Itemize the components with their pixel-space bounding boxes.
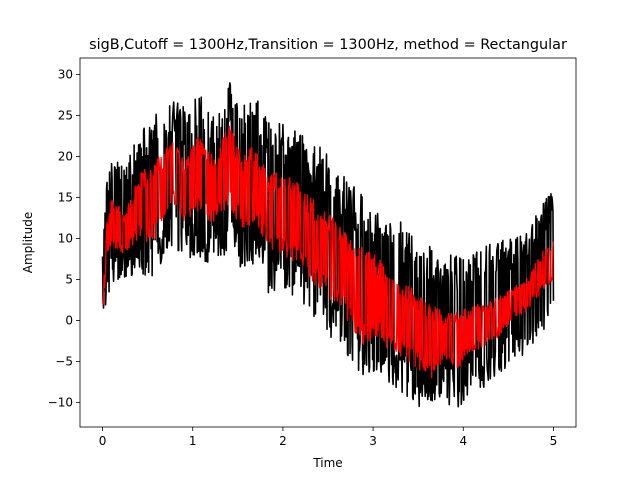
y-tick-label: 30 — [58, 67, 73, 81]
y-tick-label: 5 — [65, 272, 73, 286]
series-0-band — [101, 82, 555, 408]
axes-frame — [79, 57, 577, 428]
y-tick-label: 10 — [58, 231, 73, 245]
x-axis-label: Time — [312, 456, 342, 470]
series-0-line — [101, 82, 555, 408]
y-tick-label: 0 — [65, 313, 73, 327]
y-tick-label: 25 — [58, 108, 73, 122]
x-tick-label: 1 — [189, 434, 197, 448]
plot-area — [79, 57, 577, 428]
series-1-line — [101, 125, 555, 379]
y-tick-label: 15 — [58, 190, 73, 204]
x-tick-label: 5 — [550, 434, 558, 448]
x-tick-label: 4 — [459, 434, 467, 448]
x-tick-label: 0 — [99, 434, 107, 448]
series-layer — [101, 82, 555, 408]
chart-title: sigB,Cutoff = 1300Hz,Transition = 1300Hz… — [89, 37, 567, 53]
series-1-band — [101, 125, 555, 379]
y-tick-label: −10 — [48, 395, 73, 409]
y-tick-label: −5 — [55, 354, 73, 368]
x-axis-ticks: 0 1 2 3 4 5 — [99, 427, 558, 448]
x-tick-label: 2 — [279, 434, 287, 448]
y-axis-label: Amplitude — [21, 212, 35, 274]
y-axis-ticks: −10 −5 0 5 10 15 20 25 30 — [48, 67, 80, 409]
y-tick-label: 20 — [58, 149, 73, 163]
x-tick-label: 3 — [369, 434, 377, 448]
